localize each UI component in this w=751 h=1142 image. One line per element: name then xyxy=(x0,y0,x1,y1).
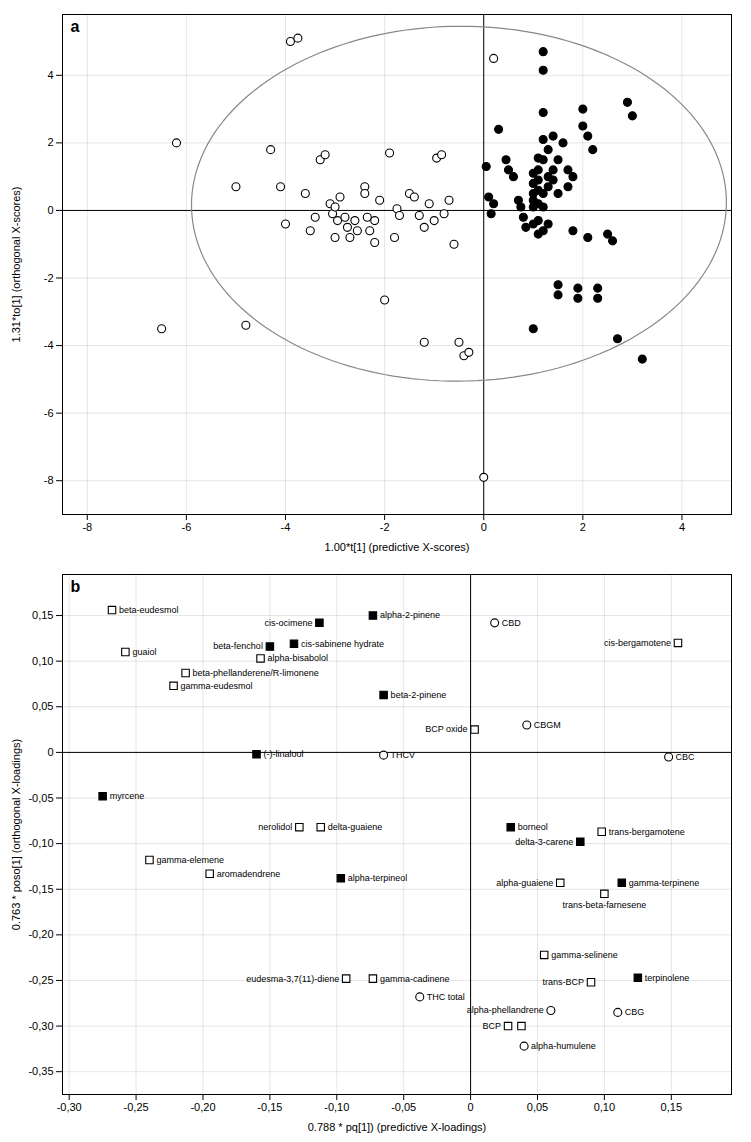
svg-text:-0,20: -0,20 xyxy=(190,1101,215,1113)
svg-text:-8: -8 xyxy=(44,474,54,486)
svg-text:0,15: 0,15 xyxy=(661,1101,682,1113)
svg-text:gamma-eudesmol: gamma-eudesmol xyxy=(181,681,253,691)
svg-text:BCP: BCP xyxy=(483,1021,502,1031)
svg-text:THC total: THC total xyxy=(427,992,465,1002)
svg-text:-6: -6 xyxy=(44,407,54,419)
svg-text:0,10: 0,10 xyxy=(32,655,53,667)
svg-text:-0,30: -0,30 xyxy=(28,1020,53,1032)
svg-text:gamma-selinene: gamma-selinene xyxy=(551,950,618,960)
svg-text:cis-sabinene hydrate: cis-sabinene hydrate xyxy=(301,639,384,649)
svg-text:2: 2 xyxy=(47,136,53,148)
svg-text:eudesma-3,7(11)-diene: eudesma-3,7(11)-diene xyxy=(246,974,339,984)
svg-text:terpinolene: terpinolene xyxy=(645,973,690,983)
svg-text:b: b xyxy=(71,578,81,595)
svg-text:alpha-bisabolol: alpha-bisabolol xyxy=(268,653,329,663)
svg-text:0: 0 xyxy=(481,521,487,533)
svg-text:1.00*t[1] (predictive X-scores: 1.00*t[1] (predictive X-scores) xyxy=(325,541,470,553)
svg-text:2: 2 xyxy=(580,521,586,533)
svg-text:0,05: 0,05 xyxy=(32,700,53,712)
svg-text:4: 4 xyxy=(679,521,685,533)
svg-text:CBGM: CBGM xyxy=(534,720,561,730)
svg-text:delta-guaiene: delta-guaiene xyxy=(328,822,383,832)
svg-text:-0,15: -0,15 xyxy=(257,1101,282,1113)
svg-text:beta-2-pinene: beta-2-pinene xyxy=(391,690,447,700)
svg-text:-8: -8 xyxy=(82,521,92,533)
svg-text:-0,10: -0,10 xyxy=(28,837,53,849)
svg-text:0.763 * poso[1] (orthogonal X-: 0.763 * poso[1] (orthogonal X-loadings) xyxy=(10,739,22,930)
svg-text:beta-phellanderene/R-limonene: beta-phellanderene/R-limonene xyxy=(193,668,319,678)
svg-text:gamma-terpinene: gamma-terpinene xyxy=(629,878,700,888)
svg-text:-2: -2 xyxy=(380,521,390,533)
svg-text:4: 4 xyxy=(47,69,53,81)
svg-text:alpha-terpineol: alpha-terpineol xyxy=(348,873,408,883)
svg-text:-6: -6 xyxy=(181,521,191,533)
svg-text:gamma-elemene: gamma-elemene xyxy=(156,855,224,865)
svg-text:0: 0 xyxy=(468,1101,474,1113)
svg-text:-0,15: -0,15 xyxy=(28,883,53,895)
svg-text:nerolidol: nerolidol xyxy=(258,822,292,832)
svg-text:-0,05: -0,05 xyxy=(28,792,53,804)
svg-text:0,15: 0,15 xyxy=(32,609,53,621)
svg-text:alpha-phellandrene: alpha-phellandrene xyxy=(467,1005,544,1015)
svg-text:0.788 * pq[1]) (predictive X-l: 0.788 * pq[1]) (predictive X-loadings) xyxy=(308,1121,487,1133)
svg-text:gamma-cadinene: gamma-cadinene xyxy=(380,974,450,984)
svg-text:-0,30: -0,30 xyxy=(57,1101,82,1113)
svg-text:beta-eudesmol: beta-eudesmol xyxy=(119,605,179,615)
svg-text:alpha-2-pinene: alpha-2-pinene xyxy=(380,610,440,620)
svg-text:-0,10: -0,10 xyxy=(324,1101,349,1113)
svg-text:beta-fenchol: beta-fenchol xyxy=(213,641,263,651)
svg-text:guaiol: guaiol xyxy=(132,647,156,657)
svg-text:a: a xyxy=(71,18,80,35)
svg-text:0: 0 xyxy=(47,746,53,758)
svg-text:0,05: 0,05 xyxy=(527,1101,548,1113)
svg-text:-0,35: -0,35 xyxy=(28,1065,53,1077)
svg-text:trans-bergamotene: trans-bergamotene xyxy=(609,827,685,837)
svg-text:CBD: CBD xyxy=(502,618,522,628)
svg-text:(-)-linalool: (-)-linalool xyxy=(264,749,304,759)
svg-text:-4: -4 xyxy=(281,521,291,533)
svg-text:alpha-humulene: alpha-humulene xyxy=(531,1041,596,1051)
svg-text:0,10: 0,10 xyxy=(594,1101,615,1113)
svg-text:trans-beta-farnesene: trans-beta-farnesene xyxy=(563,900,647,910)
svg-text:THCV: THCV xyxy=(391,750,416,760)
svg-text:1.31*to[1] (orthogonal X-score: 1.31*to[1] (orthogonal X-scores) xyxy=(10,187,22,343)
svg-text:cis-bergamotene: cis-bergamotene xyxy=(604,638,671,648)
svg-text:delta-3-carene: delta-3-carene xyxy=(515,837,573,847)
svg-text:trans-BCP: trans-BCP xyxy=(542,977,584,987)
svg-text:myrcene: myrcene xyxy=(110,791,145,801)
svg-text:borneol: borneol xyxy=(518,822,548,832)
svg-text:alpha-guaiene: alpha-guaiene xyxy=(496,878,553,888)
svg-text:CBG: CBG xyxy=(625,1007,645,1017)
svg-text:-0,20: -0,20 xyxy=(28,928,53,940)
svg-text:-2: -2 xyxy=(44,272,54,284)
svg-text:BCP oxide: BCP oxide xyxy=(425,724,467,734)
svg-text:aromadendrene: aromadendrene xyxy=(217,869,281,879)
svg-text:CBC: CBC xyxy=(676,752,696,762)
svg-text:-0,05: -0,05 xyxy=(391,1101,416,1113)
svg-text:-0,25: -0,25 xyxy=(124,1101,149,1113)
svg-text:cis-ocimene: cis-ocimene xyxy=(264,618,312,628)
svg-text:-4: -4 xyxy=(44,339,54,351)
svg-text:0: 0 xyxy=(47,204,53,216)
svg-text:-0,25: -0,25 xyxy=(28,974,53,986)
